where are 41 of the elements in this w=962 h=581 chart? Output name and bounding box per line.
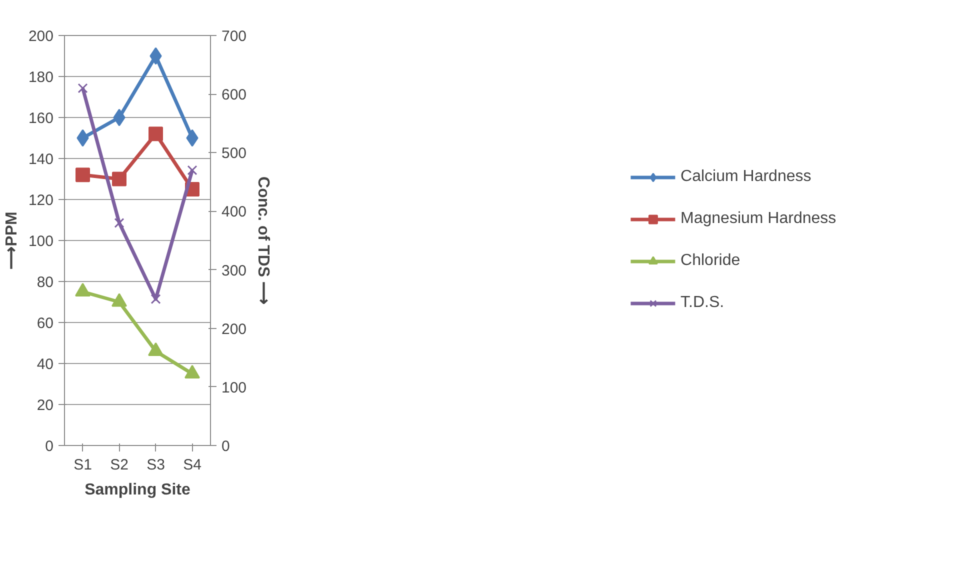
y2-tick-label: 100 [222, 379, 247, 396]
y2-tick-label: 200 [222, 320, 247, 338]
y-tick-label: 160 [28, 110, 54, 127]
y-axis-title: ⟶PPM [3, 212, 20, 270]
legend-label: Magnesium Hardness [680, 210, 836, 228]
y2-tick-label: 500 [222, 145, 247, 162]
point [76, 168, 90, 182]
point [150, 294, 161, 304]
point [78, 83, 88, 94]
point [112, 172, 126, 186]
y-tick-label: 180 [28, 69, 54, 86]
y-tick-label: 140 [28, 151, 54, 168]
legend-label: Calcium Hardness [680, 168, 812, 186]
y-tick-label: 120 [28, 192, 54, 209]
y2-tick-label: 400 [222, 204, 247, 221]
y-tick-label: 20 [36, 397, 54, 414]
x-tick-label: S4 [183, 456, 202, 474]
point [112, 293, 127, 307]
y-tick-label: 100 [28, 233, 54, 250]
point [75, 282, 90, 297]
y-tick-label: 80 [36, 274, 54, 291]
point [187, 165, 198, 176]
y2-axis-title: Conc. of TDS ⟶ [254, 176, 272, 304]
x-tick-label: S3 [146, 456, 165, 474]
legend-label: T.D.S. [680, 294, 724, 312]
x-axis-title: Sampling Site [84, 482, 190, 498]
y-tick-label: 200 [28, 28, 54, 45]
y2-tick-label: 0 [222, 438, 230, 455]
y-tick-label: 0 [45, 438, 54, 455]
point [184, 364, 200, 379]
point [114, 218, 124, 228]
x-tick-label: S2 [110, 456, 128, 474]
legend-label: Chloride [680, 252, 740, 270]
y2-tick-label: 700 [222, 28, 247, 45]
x-tick-label: S1 [74, 456, 92, 474]
y-tick-label: 40 [36, 356, 54, 373]
point [148, 126, 163, 142]
y-tick-label: 60 [36, 315, 54, 332]
point [148, 342, 164, 356]
y2-tick-label: 300 [222, 262, 247, 280]
y2-tick-label: 600 [222, 86, 247, 104]
